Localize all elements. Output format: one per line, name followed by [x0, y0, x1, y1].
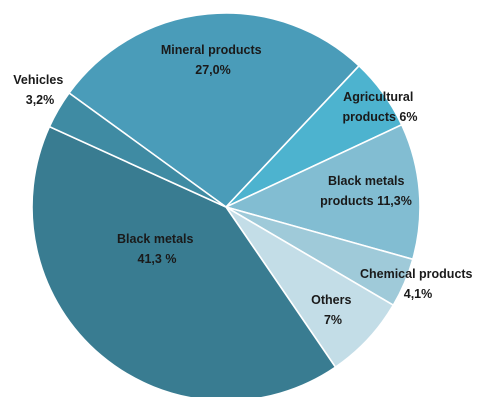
label-chemical-products: Chemical products 4,1% — [360, 267, 476, 301]
label-black-metals: Black metals 41,3 % — [117, 232, 197, 266]
pie-slice-black-metals — [31, 125, 337, 397]
label-agricultural-products: Agricultural products 6% — [342, 90, 417, 124]
pie-slice-mineral-products — [67, 12, 361, 209]
pie-slice-vehicles — [48, 91, 227, 208]
pie-slice-black-metals-products — [223, 123, 421, 261]
slice-labels: Mineral products 27,0% Agricultural prod… — [13, 43, 476, 327]
label-vehicles: Vehicles 3,2% — [13, 73, 67, 107]
label-black-metals-products: Black metals products 11,3% — [320, 174, 412, 208]
label-mineral-products: Mineral products 27,0% — [161, 43, 265, 77]
pie-slices — [31, 12, 421, 397]
label-others: Others 7% — [311, 293, 355, 327]
